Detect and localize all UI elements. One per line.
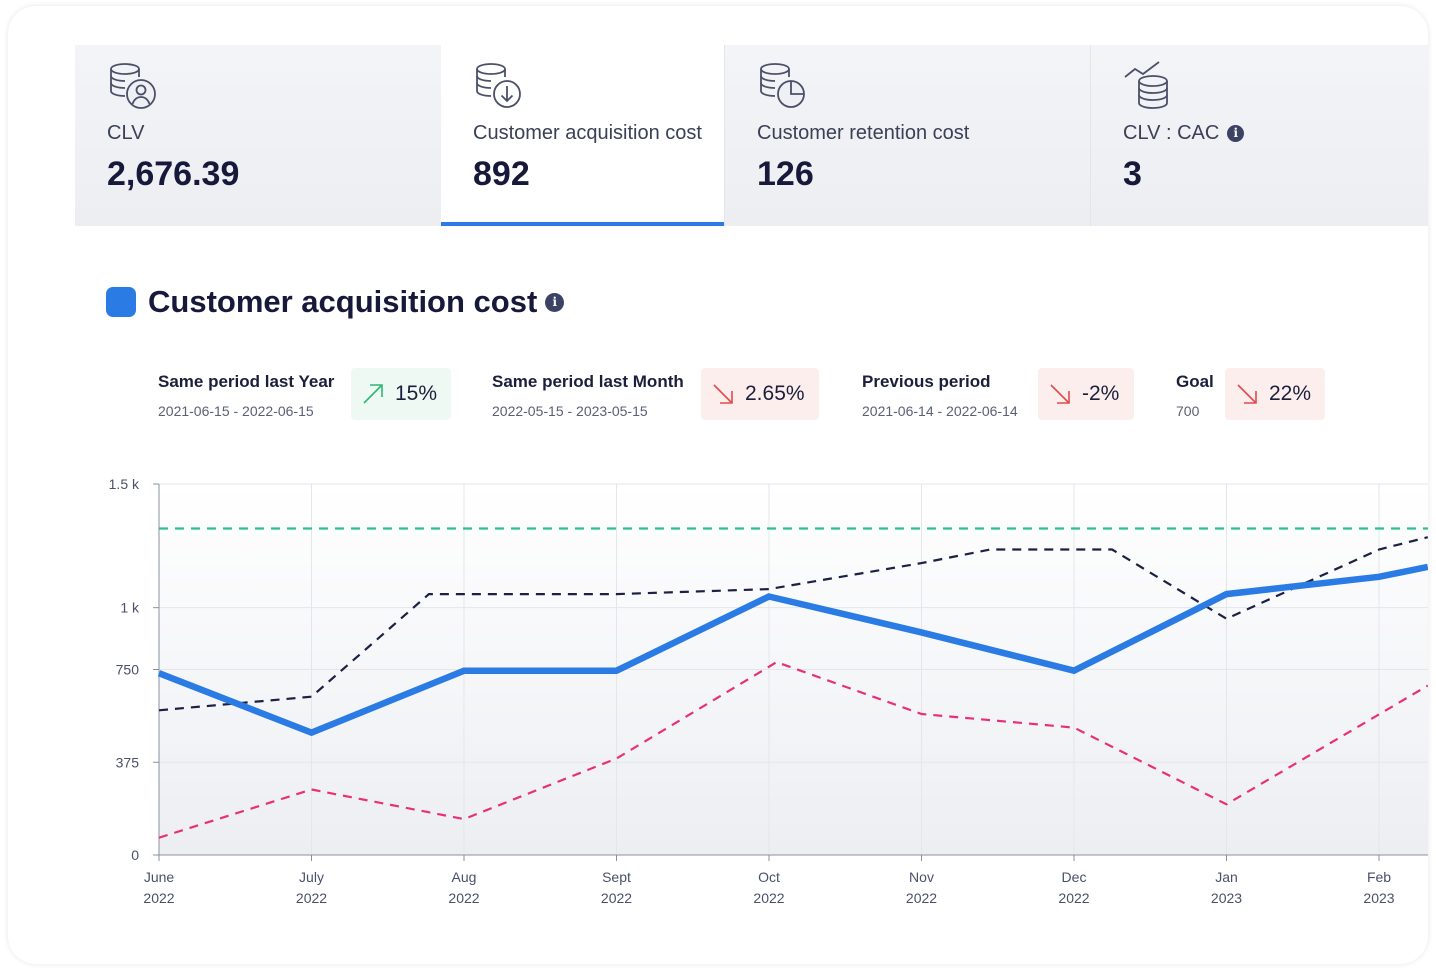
- x-tick-label-month: June: [144, 869, 175, 885]
- x-tick-label-month: Aug: [452, 869, 477, 885]
- x-tick-label-month: Feb: [1367, 869, 1391, 885]
- info-icon[interactable]: i: [545, 292, 565, 312]
- tab-customer-acquisition-cost[interactable]: Customer acquisition cost 892: [441, 45, 724, 226]
- comparison-label: Goal: [1176, 372, 1214, 391]
- change-badge: 22%: [1225, 368, 1325, 420]
- comparison-goal: Goal 700 22%: [1176, 368, 1336, 426]
- y-tick-label: 0: [131, 847, 139, 863]
- kpi-label: Customer retention cost: [757, 122, 970, 144]
- x-tick-label-month: Oct: [758, 869, 780, 885]
- change-value: 15%: [395, 382, 438, 405]
- change-badge: -2%: [1038, 368, 1134, 420]
- kpi-value: 892: [473, 155, 530, 193]
- database-download-icon: [476, 63, 521, 108]
- x-tick-label-year: 2022: [448, 890, 479, 906]
- comparison-label: Same period last Month: [492, 372, 684, 391]
- comparison-range: 2021-06-14 - 2022-06-14: [862, 403, 1018, 419]
- tab-clv[interactable]: CLV 2,676.39: [75, 45, 441, 226]
- arrow-down-right-icon: [713, 384, 733, 404]
- comparison-range: 2021-06-15 - 2022-06-15: [158, 403, 314, 419]
- kpi-tabs: CLV 2,676.39 Customer acquisition cost 8…: [75, 45, 1428, 226]
- y-tick-label: 750: [116, 662, 140, 678]
- section-title: Customer acquisition cost i: [106, 282, 565, 322]
- comparison-range: 2022-05-15 - 2023-05-15: [492, 403, 648, 419]
- database-pie-icon: [760, 63, 805, 108]
- x-tick-label-year: 2022: [143, 890, 174, 906]
- change-badge: 2.65%: [701, 368, 819, 420]
- last-year-line: [158, 660, 1428, 839]
- x-tick-label-year: 2023: [1363, 890, 1394, 906]
- x-tick-label-year: 2022: [753, 890, 784, 906]
- comparison-last-month: Same period last Month 2022-05-15 - 2023…: [492, 368, 822, 426]
- database-trend-icon: [1124, 61, 1168, 109]
- arrow-down-right-icon: [1050, 384, 1070, 404]
- x-tick-label-year: 2022: [906, 890, 937, 906]
- info-icon[interactable]: i: [1227, 125, 1245, 142]
- comparison-label: Same period last Year: [158, 372, 335, 391]
- comparison-last-year: Same period last Year 2021-06-15 - 2022-…: [158, 368, 458, 426]
- kpi-label: CLV: [107, 122, 145, 144]
- comparison-previous-period: Previous period 2021-06-14 - 2022-06-14 …: [862, 368, 1142, 426]
- arrow-down-right-icon: [1237, 384, 1257, 404]
- tab-customer-retention-cost[interactable]: Customer retention cost 126: [724, 45, 1090, 226]
- y-tick-label: 375: [116, 754, 140, 770]
- kpi-label: Customer acquisition cost: [473, 122, 702, 144]
- x-tick-label-month: Nov: [909, 869, 934, 885]
- line-chart: 0 375 750 1 k 1.5 k June 2022 July 2022 Aug 2022 Se…: [109, 476, 1428, 906]
- x-tick-label-year: 2022: [1058, 890, 1089, 906]
- comparison-label: Previous period: [862, 372, 991, 391]
- kpi-label: CLV : CAC i: [1123, 122, 1245, 145]
- tab-clv-cac[interactable]: CLV : CAC i 3: [1090, 45, 1428, 226]
- x-tick-label-year: 2023: [1211, 890, 1242, 906]
- x-tick-label-month: Sept: [602, 869, 631, 885]
- change-value: -2%: [1082, 382, 1120, 405]
- kpi-label-text: CLV : CAC: [1123, 122, 1220, 144]
- y-tick-label: 1 k: [120, 600, 140, 616]
- series-color-square: [106, 287, 136, 317]
- section-title-text: Customer acquisition cost: [148, 284, 538, 319]
- kpi-value: 3: [1123, 155, 1142, 193]
- database-user-icon: [110, 63, 156, 109]
- kpi-value: 2,676.39: [107, 155, 240, 193]
- x-tick-label-month: July: [299, 869, 324, 885]
- arrow-up-right-icon: [363, 384, 383, 404]
- change-badge: 15%: [351, 368, 451, 420]
- dashboard-card: CLV 2,676.39 Customer acquisition cost 8…: [8, 6, 1428, 964]
- y-tick-label: 1.5 k: [109, 476, 140, 492]
- change-value: 22%: [1269, 382, 1312, 405]
- comparison-range: 700: [1176, 403, 1200, 419]
- x-tick-label-month: Dec: [1062, 869, 1087, 885]
- x-tick-label-year: 2022: [296, 890, 327, 906]
- x-tick-label-month: Jan: [1215, 869, 1238, 885]
- x-tick-label-year: 2022: [601, 890, 632, 906]
- previous-period-line: [158, 536, 1428, 712]
- kpi-value: 126: [757, 155, 814, 193]
- customer-acquisition-cost-line: [157, 563, 1428, 737]
- change-value: 2.65%: [745, 382, 805, 405]
